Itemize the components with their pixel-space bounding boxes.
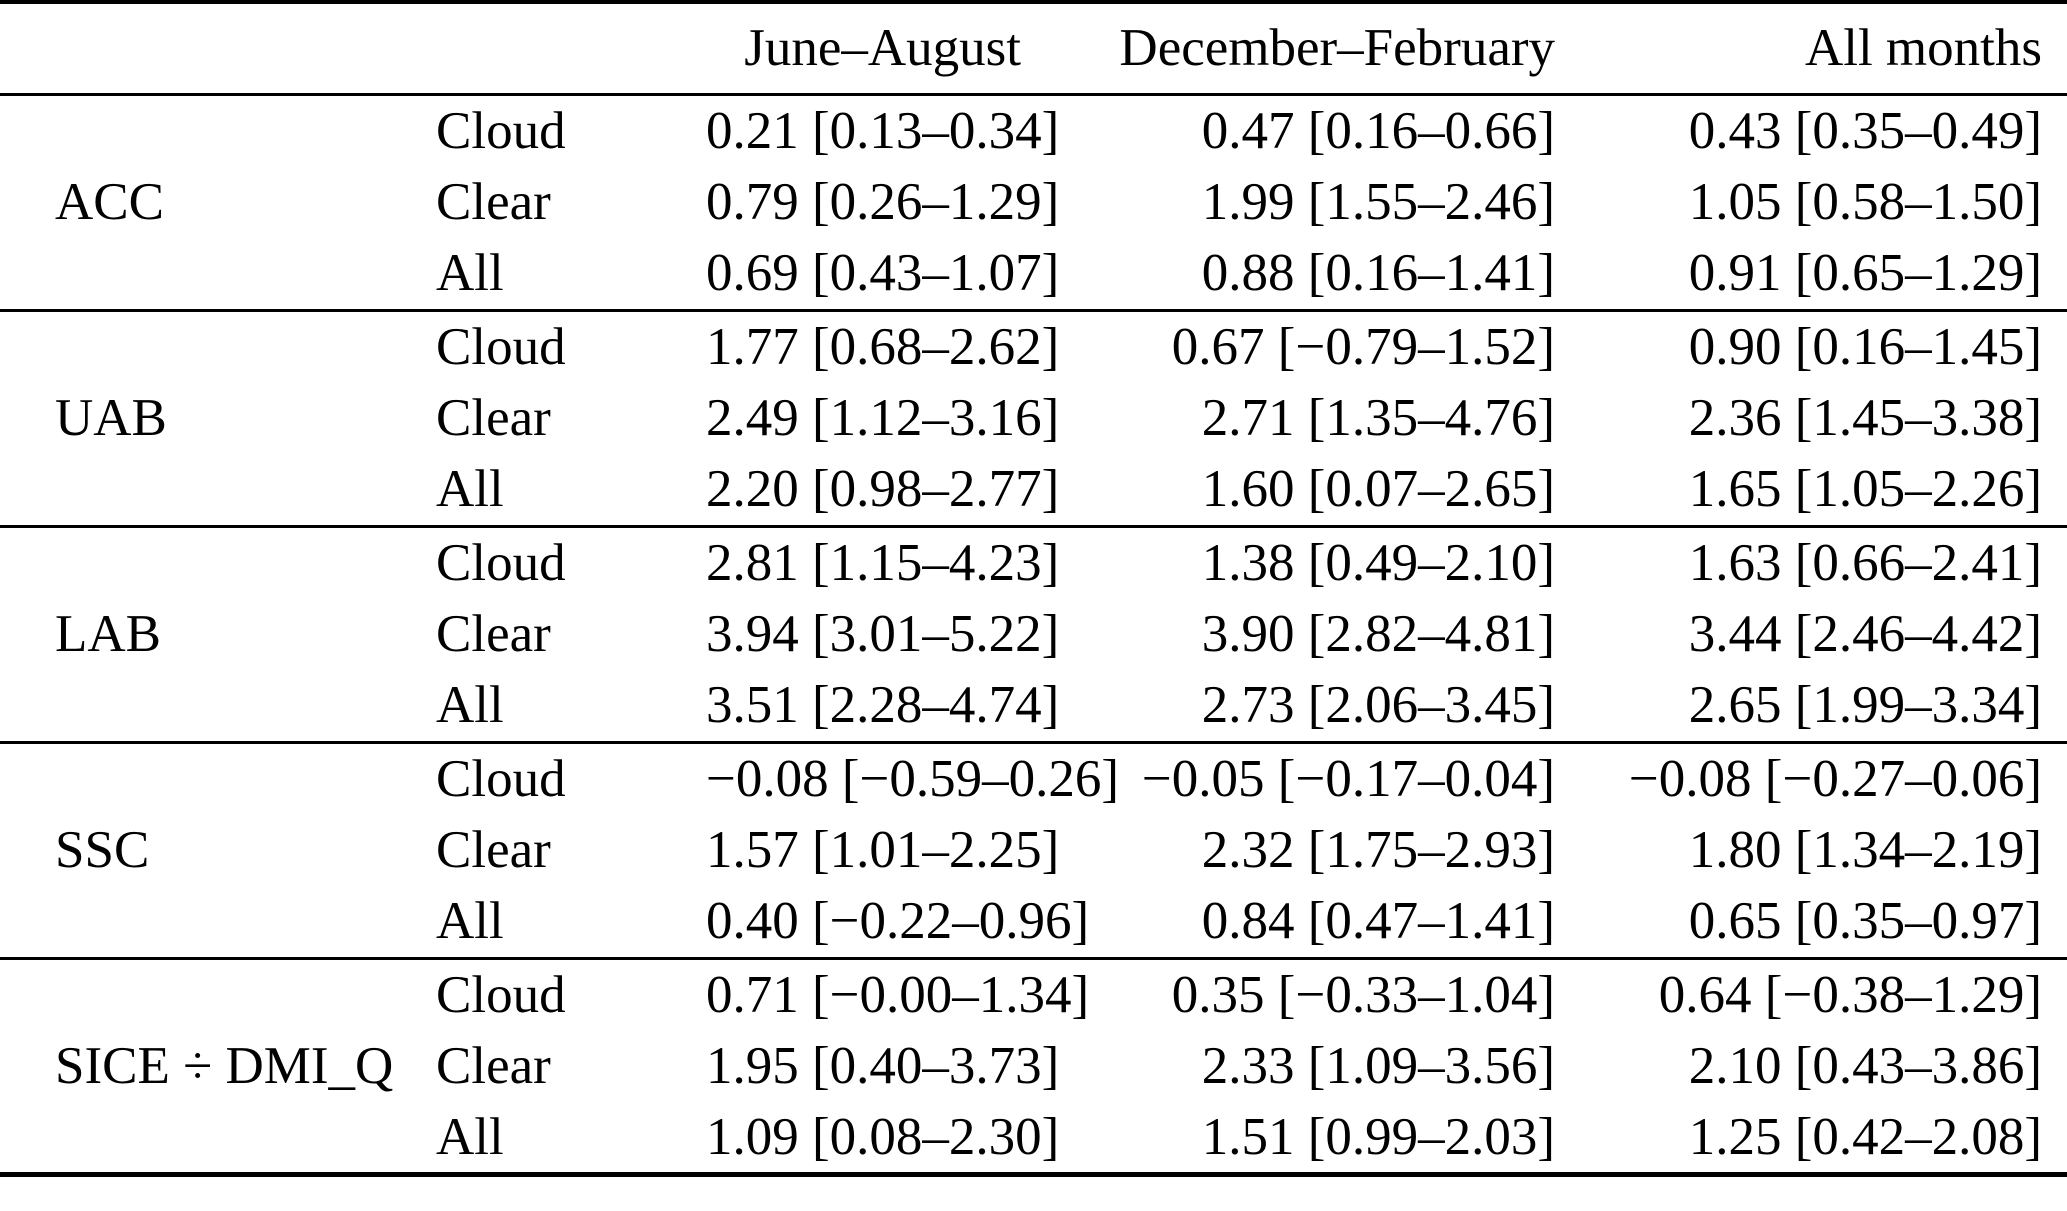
table-row: LAB Cloud 2.81 [1.15–4.23] 1.38 [0.49–2.… bbox=[0, 524, 2067, 742]
value-cell: 2.81 [1.15–4.23] bbox=[706, 524, 1059, 598]
value-cell: 2.65 [1.99–3.34] bbox=[1688, 676, 2042, 735]
column-header-december-february: December–February bbox=[1051, 2, 1555, 96]
row-label: Cloud bbox=[436, 92, 706, 166]
value-cell: 0.79 [0.26–1.29] bbox=[706, 173, 1060, 231]
value-cell: −0.05 [−0.17–0.04] bbox=[1051, 740, 1555, 814]
value-cell: 1.95 [0.40–3.73] bbox=[706, 1037, 1060, 1095]
value-cell: 0.65 [0.35–0.97] bbox=[1688, 892, 2042, 951]
row-label: All bbox=[436, 676, 504, 735]
results-table: June–August December–February All months… bbox=[0, 0, 2067, 1177]
value-cell: 2.33 [1.09–3.56] bbox=[1201, 1037, 1555, 1095]
value-cell: 0.67 [−0.79–1.52] bbox=[1051, 308, 1555, 382]
value-cell: 2.49 [1.12–3.16] bbox=[706, 389, 1060, 447]
value-cell: 0.71 [−0.00–1.34] bbox=[706, 956, 1089, 1030]
value-cell: 1.57 [1.01–2.25] bbox=[706, 821, 1060, 879]
row-label: All bbox=[436, 892, 504, 951]
value-cell: 3.94 [3.01–5.22] bbox=[706, 605, 1060, 663]
value-cell: 1.51 [0.99–2.03] bbox=[1201, 1107, 1555, 1166]
value-cell: 2.32 [1.75–2.93] bbox=[1201, 821, 1555, 879]
row-label: Cloud bbox=[436, 308, 706, 382]
value-cell: 0.35 [−0.33–1.04] bbox=[1051, 956, 1555, 1030]
table-row: All 1.09 [0.08–2.30] 1.51 [0.99–2.03] 1.… bbox=[0, 1102, 2067, 1174]
value-cell: 1.05 [0.58–1.50] bbox=[1688, 173, 2042, 231]
table-row: Clear 1.95 [0.40–3.73] 2.33 [1.09–3.56] … bbox=[0, 1030, 2067, 1102]
value-cell: 0.88 [0.16–1.41] bbox=[1201, 244, 1555, 303]
group-label-acc: ACC bbox=[0, 92, 436, 310]
value-cell: 3.44 [2.46–4.42] bbox=[1688, 605, 2042, 663]
group-label-lab: LAB bbox=[0, 524, 436, 742]
row-label: Cloud bbox=[436, 524, 706, 598]
table-row: All 3.51 [2.28–4.74] 2.73 [2.06–3.45] 2.… bbox=[0, 670, 2067, 742]
column-header-all-months: All months bbox=[1555, 2, 2067, 96]
value-cell: 3.90 [2.82–4.81] bbox=[1201, 605, 1555, 663]
row-label: Cloud bbox=[436, 956, 706, 1030]
table-row: Clear 3.94 [3.01–5.22] 3.90 [2.82–4.81] … bbox=[0, 598, 2067, 670]
value-cell: −0.08 [−0.27–0.06] bbox=[1555, 740, 2067, 814]
value-cell: 1.38 [0.49–2.10] bbox=[1051, 524, 1555, 598]
row-label: All bbox=[436, 1107, 504, 1166]
table-row: Clear 0.79 [0.26–1.29] 1.99 [1.55–2.46] … bbox=[0, 166, 2067, 238]
row-label: All bbox=[436, 460, 504, 519]
table-row: Clear 2.49 [1.12–3.16] 2.71 [1.35–4.76] … bbox=[0, 382, 2067, 454]
value-cell: 2.71 [1.35–4.76] bbox=[1201, 389, 1555, 447]
header-empty-sub bbox=[436, 2, 706, 96]
value-cell: 0.47 [0.16–0.66] bbox=[1051, 92, 1555, 166]
value-cell: 2.20 [0.98–2.77] bbox=[706, 460, 1060, 519]
value-cell: 0.64 [−0.38–1.29] bbox=[1555, 956, 2067, 1030]
row-label: Clear bbox=[436, 821, 551, 879]
table-row: SICE ÷ DMI_Q Cloud 0.71 [−0.00–1.34] 0.3… bbox=[0, 956, 2067, 1174]
value-cell: 0.43 [0.35–0.49] bbox=[1555, 92, 2067, 166]
table-row: SSC Cloud −0.08 [−0.59–0.26] −0.05 [−0.1… bbox=[0, 740, 2067, 958]
table-row: All 0.69 [0.43–1.07] 0.88 [0.16–1.41] 0.… bbox=[0, 238, 2067, 310]
value-cell: 1.09 [0.08–2.30] bbox=[706, 1107, 1060, 1166]
value-cell: 1.65 [1.05–2.26] bbox=[1688, 460, 2042, 519]
value-cell: 0.40 [−0.22–0.96] bbox=[706, 892, 1090, 951]
row-label: Cloud bbox=[436, 740, 706, 814]
group-label-ssc: SSC bbox=[0, 740, 436, 958]
value-cell: −0.08 [−0.59–0.26] bbox=[706, 740, 1119, 814]
value-cell: 1.77 [0.68–2.62] bbox=[706, 308, 1059, 382]
value-cell: 2.10 [0.43–3.86] bbox=[1688, 1037, 2042, 1095]
value-cell: 0.91 [0.65–1.29] bbox=[1688, 244, 2042, 303]
value-cell: 2.36 [1.45–3.38] bbox=[1688, 389, 2042, 447]
value-cell: 1.25 [0.42–2.08] bbox=[1688, 1107, 2042, 1166]
row-label: Clear bbox=[436, 389, 551, 447]
header-row: June–August December–February All months bbox=[0, 2, 2067, 96]
value-cell: 3.51 [2.28–4.74] bbox=[706, 676, 1060, 735]
row-label: Clear bbox=[436, 173, 551, 231]
row-label: Clear bbox=[436, 605, 551, 663]
group-label-uab: UAB bbox=[0, 308, 436, 526]
row-label: Clear bbox=[436, 1037, 551, 1095]
value-cell: 1.60 [0.07–2.65] bbox=[1201, 460, 1555, 519]
group-label-sice-dmi-q: SICE ÷ DMI_Q bbox=[0, 956, 436, 1174]
value-cell: 1.63 [0.66–2.41] bbox=[1555, 524, 2067, 598]
table-row: ACC Cloud 0.21 [0.13–0.34] 0.47 [0.16–0.… bbox=[0, 92, 2067, 310]
header-empty-group bbox=[0, 2, 436, 96]
value-cell: 0.84 [0.47–1.41] bbox=[1201, 892, 1555, 951]
table-row: UAB Cloud 1.77 [0.68–2.62] 0.67 [−0.79–1… bbox=[0, 308, 2067, 526]
value-cell: 1.99 [1.55–2.46] bbox=[1201, 173, 1555, 231]
value-cell: 0.69 [0.43–1.07] bbox=[706, 244, 1060, 303]
value-cell: 2.73 [2.06–3.45] bbox=[1201, 676, 1555, 735]
table-row: Clear 1.57 [1.01–2.25] 2.32 [1.75–2.93] … bbox=[0, 814, 2067, 886]
table-row: All 0.40 [−0.22–0.96] 0.84 [0.47–1.41] 0… bbox=[0, 886, 2067, 958]
value-cell: 0.21 [0.13–0.34] bbox=[706, 92, 1059, 166]
value-cell: 0.90 [0.16–1.45] bbox=[1555, 308, 2067, 382]
row-label: All bbox=[436, 244, 504, 303]
column-header-june-august: June–August bbox=[706, 2, 1051, 96]
value-cell: 1.80 [1.34–2.19] bbox=[1688, 821, 2042, 879]
table-row: All 2.20 [0.98–2.77] 1.60 [0.07–2.65] 1.… bbox=[0, 454, 2067, 526]
